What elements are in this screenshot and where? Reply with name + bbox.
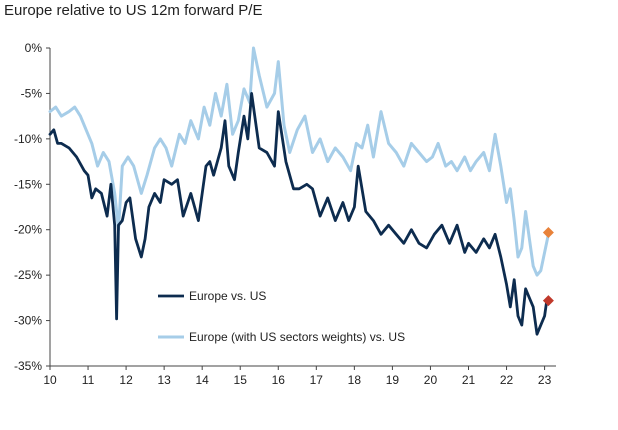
y-tick-label: -35%: [14, 359, 42, 373]
x-tick-label: 18: [348, 373, 362, 387]
x-tick-label: 23: [538, 373, 552, 387]
y-tick-label: -25%: [14, 268, 42, 282]
x-tick-label: 21: [462, 373, 476, 387]
y-tick-label: -30%: [14, 314, 42, 328]
end-marker-europe-vs-us: [542, 295, 554, 307]
y-tick-label: -20%: [14, 223, 42, 237]
x-tick-label: 14: [196, 373, 210, 387]
end-marker-europe-us-sector-weights-vs-us: [542, 226, 554, 238]
legend: Europe vs. US Europe (with US sectors wei…: [158, 289, 405, 344]
y-tick-label: -15%: [14, 177, 42, 191]
x-tick-label: 20: [424, 373, 438, 387]
y-tick-label: 0%: [25, 41, 43, 55]
y-tick-label: -5%: [21, 86, 43, 100]
axes: 0% -5% -10% -15% -20% -25% -30% -35%10 11 12 13 14 1…: [14, 41, 556, 387]
x-tick-label: 17: [310, 373, 324, 387]
x-tick-label: 16: [272, 373, 286, 387]
x-tick-label: 11: [82, 373, 95, 387]
legend-label-europe-us-sector-weights-vs-us: Europe (with US sectors weights) vs. US: [189, 330, 405, 344]
legend-label-europe-vs-us: Europe vs. US: [189, 289, 266, 303]
series-line-europe-us-sector-weights-vs-us: [48, 46, 550, 277]
chart-title: Europe relative to US 12m forward P/E: [4, 2, 263, 19]
y-tick-label: -10%: [14, 132, 42, 146]
x-tick-label: 22: [500, 373, 514, 387]
end-markers: [542, 226, 554, 307]
x-tick-label: 15: [234, 373, 248, 387]
series-layer: [48, 46, 550, 336]
x-tick-label: 13: [157, 373, 171, 387]
x-tick-label: 12: [119, 373, 133, 387]
x-tick-label: 19: [386, 373, 400, 387]
x-tick-label: 10: [43, 373, 57, 387]
series-line-europe-vs-us: [48, 92, 550, 336]
